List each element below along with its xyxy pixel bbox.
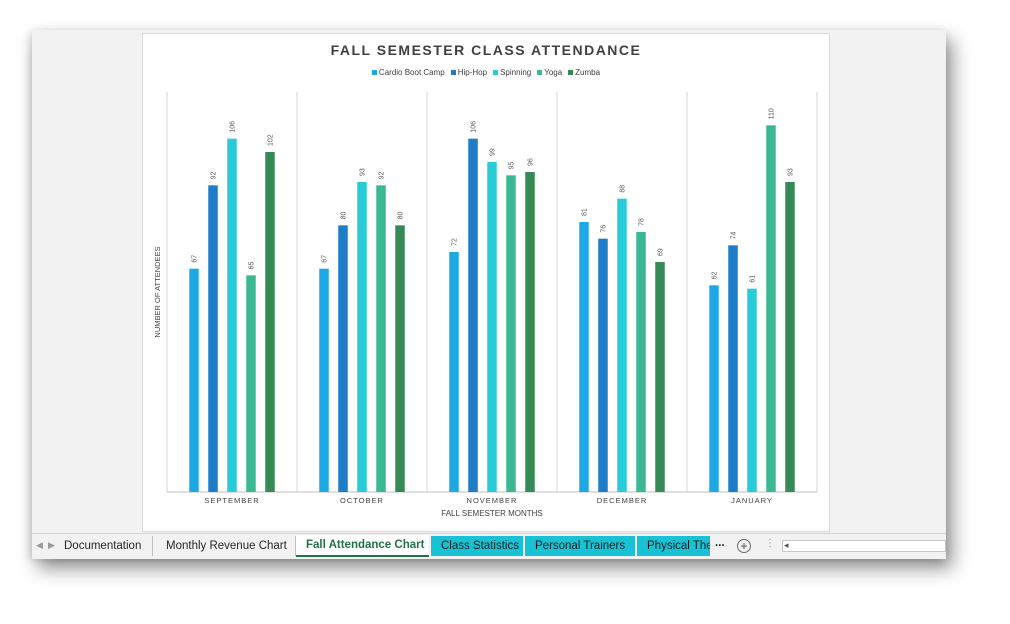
bar: [319, 268, 329, 492]
legend-swatch: [371, 70, 377, 76]
legend-item: Spinning: [493, 68, 531, 77]
legend-swatch: [568, 70, 574, 76]
bar: [227, 138, 237, 492]
excel-window: 67 92 106 65 102 SEPTEMBER 67 80 93 92 80 OCTOBER 72…: [32, 30, 946, 559]
legend-label: Hip-Hop: [457, 68, 488, 77]
bar: [617, 198, 627, 492]
bar: [655, 262, 665, 492]
data-label: 67: [322, 255, 329, 263]
bar: [357, 182, 367, 492]
tab-class-statistics[interactable]: Class Statistics: [431, 536, 523, 556]
bar: [728, 245, 738, 492]
chart-legend: Cardio Boot Camp Hip-Hop Spinning Yoga Zumba: [143, 68, 829, 77]
bar: [265, 152, 275, 492]
bar: [449, 252, 459, 492]
horizontal-scrollbar[interactable]: ◂: [782, 540, 946, 552]
data-label: 110: [769, 108, 776, 119]
legend-label: Spinning: [500, 68, 532, 77]
data-label: 80: [398, 211, 405, 219]
bar: [766, 125, 776, 492]
x-tick-label: JANUARY: [731, 496, 773, 505]
prev-sheet-icon[interactable]: ◀: [36, 540, 43, 550]
data-label: 106: [471, 121, 478, 133]
data-label: 88: [620, 185, 627, 193]
data-label: 96: [528, 158, 535, 166]
chart-title: FALL SEMESTER CLASS ATTENDANCE: [330, 42, 642, 58]
tab-fall-attendance-chart[interactable]: Fall Attendance Chart: [296, 535, 429, 557]
legend-label: Zumba: [575, 68, 601, 77]
bar: [487, 162, 497, 492]
legend-label: Cardio Boot Camp: [378, 68, 445, 77]
bar: [598, 238, 608, 492]
bar: [208, 185, 218, 493]
legend-label: Yoga: [544, 68, 563, 77]
bar: [189, 268, 199, 492]
more-tabs-button[interactable]: ...: [715, 537, 725, 549]
data-label: 67: [192, 255, 199, 263]
data-label: 99: [490, 148, 497, 156]
data-label: 93: [360, 168, 367, 176]
bar: [506, 175, 516, 493]
legend-item: Hip-Hop: [450, 68, 488, 77]
data-label: 92: [211, 171, 218, 179]
x-tick-label: NOVEMBER: [467, 496, 518, 505]
legend-swatch: [493, 70, 499, 76]
data-label: 74: [731, 231, 738, 239]
data-label: 72: [452, 238, 459, 246]
bar: [395, 225, 405, 493]
x-axis-title: FALL SEMESTER MONTHS: [441, 509, 543, 518]
tab-documentation[interactable]: Documentation: [54, 536, 153, 556]
data-label: 102: [268, 134, 275, 146]
data-label: 93: [788, 168, 795, 176]
data-label: 69: [658, 248, 665, 256]
tab-splitter-icon[interactable]: ⋮: [765, 538, 775, 549]
bar: [338, 225, 348, 493]
data-label: 80: [341, 211, 348, 219]
x-tick-label: OCTOBER: [340, 496, 384, 505]
data-label: 78: [639, 218, 646, 226]
legend-item: Yoga: [537, 68, 562, 77]
scroll-left-icon[interactable]: ◂: [784, 540, 789, 550]
bar: [246, 275, 256, 492]
data-label: 61: [750, 275, 757, 283]
data-label: 62: [712, 271, 719, 279]
data-label: 81: [582, 208, 589, 216]
bar: [709, 285, 719, 492]
data-label: 76: [601, 225, 608, 233]
data-label: 92: [379, 171, 386, 179]
bar: [525, 172, 535, 492]
next-sheet-icon[interactable]: ▶: [48, 540, 55, 550]
sheet-tab-bar: ◀ ▶ Documentation Monthly Revenue Chart …: [32, 533, 946, 559]
legend-item: Zumba: [568, 68, 600, 77]
tab-personal-trainers[interactable]: Personal Trainers: [525, 536, 635, 556]
bar: [747, 288, 757, 492]
bar: [579, 222, 589, 492]
tab-physical-therapy[interactable]: Physical The: [637, 536, 710, 556]
bar: [785, 182, 795, 492]
y-axis-title: NUMBER OF ATTENDEES: [153, 246, 162, 337]
bar: [468, 138, 478, 492]
data-label: 106: [230, 121, 237, 133]
data-label: 65: [249, 261, 256, 269]
x-tick-label: SEPTEMBER: [204, 496, 259, 505]
x-tick-label: DECEMBER: [597, 496, 648, 505]
add-sheet-icon[interactable]: +: [737, 539, 751, 553]
legend-item: Cardio Boot Camp: [371, 68, 445, 77]
bar: [636, 232, 646, 492]
legend-swatch: [537, 70, 543, 76]
tab-monthly-revenue-chart[interactable]: Monthly Revenue Chart: [156, 536, 296, 556]
data-label: 95: [509, 161, 516, 169]
chart-plot: 67 92 106 65 102 SEPTEMBER 67 80 93 92 80 OCTOBER 72…: [153, 92, 818, 518]
bar: [376, 185, 386, 493]
legend-swatch: [450, 70, 456, 76]
chart-area[interactable]: 67 92 106 65 102 SEPTEMBER 67 80 93 92 80 OCTOBER 72…: [142, 33, 830, 532]
